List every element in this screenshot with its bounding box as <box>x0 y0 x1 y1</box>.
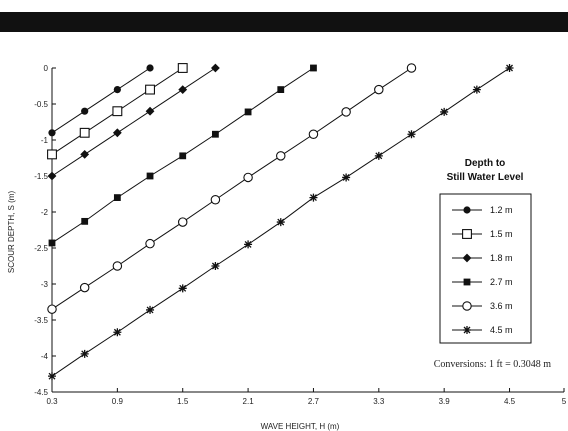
series-line <box>51 67 216 177</box>
y-tick-label: -1.5 <box>34 172 48 181</box>
data-point <box>276 151 286 161</box>
data-point <box>277 86 285 93</box>
x-tick-label: 0.9 <box>112 397 124 406</box>
data-point <box>79 282 90 293</box>
x-tick-label: 2.1 <box>243 397 255 406</box>
data-point <box>146 64 154 72</box>
data-point <box>145 238 155 249</box>
data-point <box>505 64 514 72</box>
data-point <box>113 86 121 94</box>
header-bar <box>0 12 568 32</box>
y-tick-label: -2 <box>41 208 49 217</box>
y-tick-label: -1 <box>41 136 49 145</box>
data-point <box>211 262 220 270</box>
y-tick-label: -4.5 <box>34 388 48 397</box>
legend-marker <box>462 229 472 239</box>
data-point <box>244 240 253 249</box>
data-point <box>145 84 155 95</box>
conversion-note: Conversions: 1 ft = 0.3048 m <box>434 359 552 370</box>
data-point <box>210 195 221 205</box>
legend-marker <box>462 253 472 263</box>
x-axis-title: WAVE HEIGHT, H (m) <box>261 422 340 431</box>
legend-title-line-1: Depth to <box>465 158 506 169</box>
data-point <box>146 172 154 180</box>
x-tick-label: 4.5 <box>504 397 516 406</box>
y-tick-label: -3 <box>41 280 49 289</box>
data-point <box>374 151 383 160</box>
y-axis-title: SCOUR DEPTH, S (m) <box>7 191 16 274</box>
data-point <box>112 106 123 117</box>
data-point <box>309 193 318 202</box>
legend-label: 2.7 m <box>490 277 513 287</box>
data-point <box>178 85 188 94</box>
data-point <box>113 328 122 337</box>
y-tick-label: -4 <box>41 352 49 361</box>
data-point <box>440 107 449 116</box>
data-point <box>112 128 122 138</box>
legend-label: 3.6 m <box>490 301 513 311</box>
legend-marker <box>463 278 471 286</box>
data-point <box>80 349 89 358</box>
data-point <box>407 130 416 139</box>
data-point <box>244 108 252 116</box>
data-point <box>81 217 89 225</box>
data-point <box>212 130 219 138</box>
data-point <box>243 172 253 183</box>
legend: Depth to Still Water Level 1.2 m 1.5 m 1.8… <box>439 158 532 344</box>
legend-marker <box>463 326 471 334</box>
data-point <box>81 107 89 115</box>
legend-label: 4.5 m <box>490 325 513 335</box>
y-tick-label: 0 <box>44 64 49 73</box>
y-tick-label: -2.5 <box>34 244 48 253</box>
data-point <box>276 218 285 227</box>
legend-entries: 1.2 m 1.5 m 1.8 m 2.7 m 3.6 m 4.5 m <box>452 205 513 335</box>
data-point <box>178 284 187 293</box>
data-point <box>308 129 319 139</box>
data-point <box>47 149 57 160</box>
legend-marker <box>462 301 472 311</box>
legend-label: 1.2 m <box>490 205 513 215</box>
data-point <box>145 106 155 116</box>
x-tick-label: 3.9 <box>439 397 451 406</box>
series-line <box>51 67 412 310</box>
data-point <box>374 84 384 95</box>
data-point <box>80 150 90 159</box>
x-tick-label: 0.3 <box>46 397 58 406</box>
data-point <box>112 261 123 271</box>
legend-label: 1.8 m <box>490 253 513 263</box>
data-point <box>47 171 57 181</box>
data-point <box>177 63 188 73</box>
data-point <box>342 173 351 182</box>
data-point <box>79 127 90 138</box>
y-tick-label: -0.5 <box>34 100 48 109</box>
data-point <box>406 63 417 73</box>
series-layer <box>47 63 514 381</box>
axes: 0.3 0.9 1.5 2.1 2.7 3.3 3.9 4.5 5 0 -0.5 -1 -1.5 -2 -2… <box>34 64 567 406</box>
data-point <box>341 107 351 117</box>
legend-label: 1.5 m <box>490 229 513 239</box>
series-line <box>51 67 151 134</box>
y-tick-label: -3.5 <box>34 316 48 325</box>
data-point <box>113 194 121 201</box>
x-tick-label: 5 <box>562 397 567 406</box>
data-point <box>310 64 317 72</box>
data-point <box>48 239 56 247</box>
x-tick-label: 2.7 <box>308 397 320 406</box>
legend-marker <box>463 206 471 214</box>
data-point <box>472 85 481 94</box>
data-point <box>48 129 56 137</box>
data-point <box>211 63 220 73</box>
x-tick-label: 3.3 <box>373 397 385 406</box>
data-point <box>146 305 155 314</box>
legend-title-line-2: Still Water Level <box>447 172 524 183</box>
data-point <box>48 372 56 381</box>
data-point <box>47 304 57 314</box>
data-point <box>179 152 187 160</box>
data-point <box>177 217 188 227</box>
legend-box <box>439 193 532 344</box>
x-tick-label: 1.5 <box>177 397 189 406</box>
